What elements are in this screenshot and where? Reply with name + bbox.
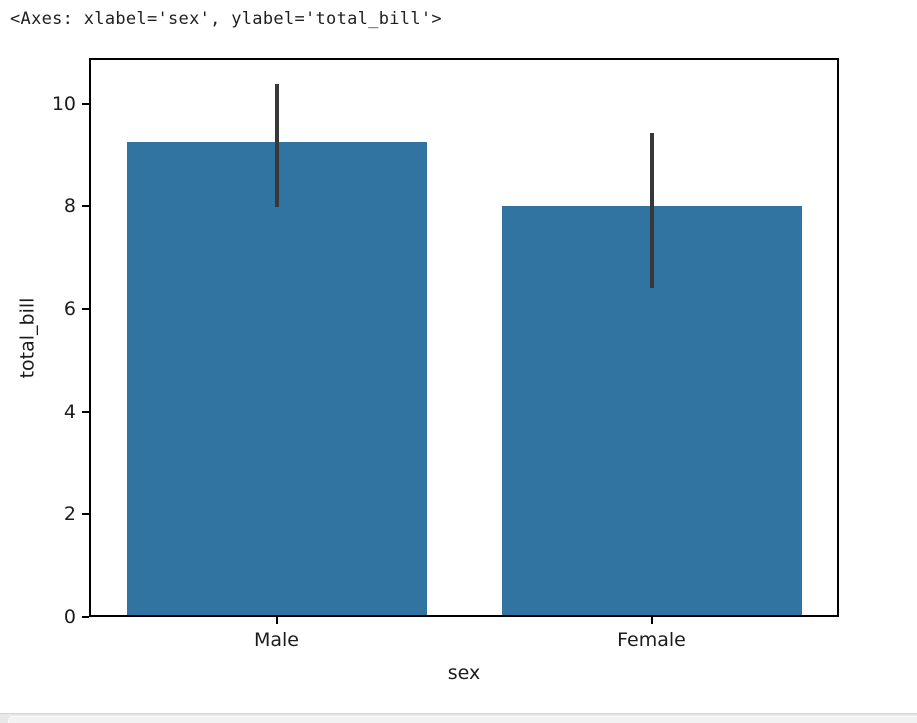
x-axis-label: sex xyxy=(447,662,481,684)
y-axis-label-wrap: total_bill xyxy=(4,58,50,617)
x-tick-male xyxy=(275,617,278,624)
x-tick-label-male: Male xyxy=(253,629,300,651)
y-tick-4 xyxy=(82,410,89,413)
y-tick-label-0: 0 xyxy=(63,606,76,628)
y-tick-label-4: 4 xyxy=(63,400,76,423)
error-bar-male xyxy=(274,84,279,208)
y-tick-0 xyxy=(82,616,89,618)
y-axis-label: total_bill xyxy=(16,297,38,378)
y-tick-2 xyxy=(82,513,89,516)
y-tick-label-8: 8 xyxy=(63,195,76,218)
error-bar-female xyxy=(649,133,654,289)
y-tick-8 xyxy=(82,205,89,208)
y-tick-label-10: 10 xyxy=(51,92,76,115)
axes-repr-text: <Axes: xlabel='sex', ylabel='total_bill'… xyxy=(10,9,442,29)
y-tick-10 xyxy=(82,102,89,105)
y-tick-label-2: 2 xyxy=(63,503,76,526)
y-tick-label-6: 6 xyxy=(63,298,76,320)
x-tick-label-female: Female xyxy=(617,629,686,651)
next-cell-separator[interactable] xyxy=(0,713,917,723)
next-cell-input-edge[interactable] xyxy=(8,716,917,723)
x-tick-female xyxy=(650,617,653,624)
y-tick-6 xyxy=(82,308,89,310)
bar-male xyxy=(126,142,427,615)
